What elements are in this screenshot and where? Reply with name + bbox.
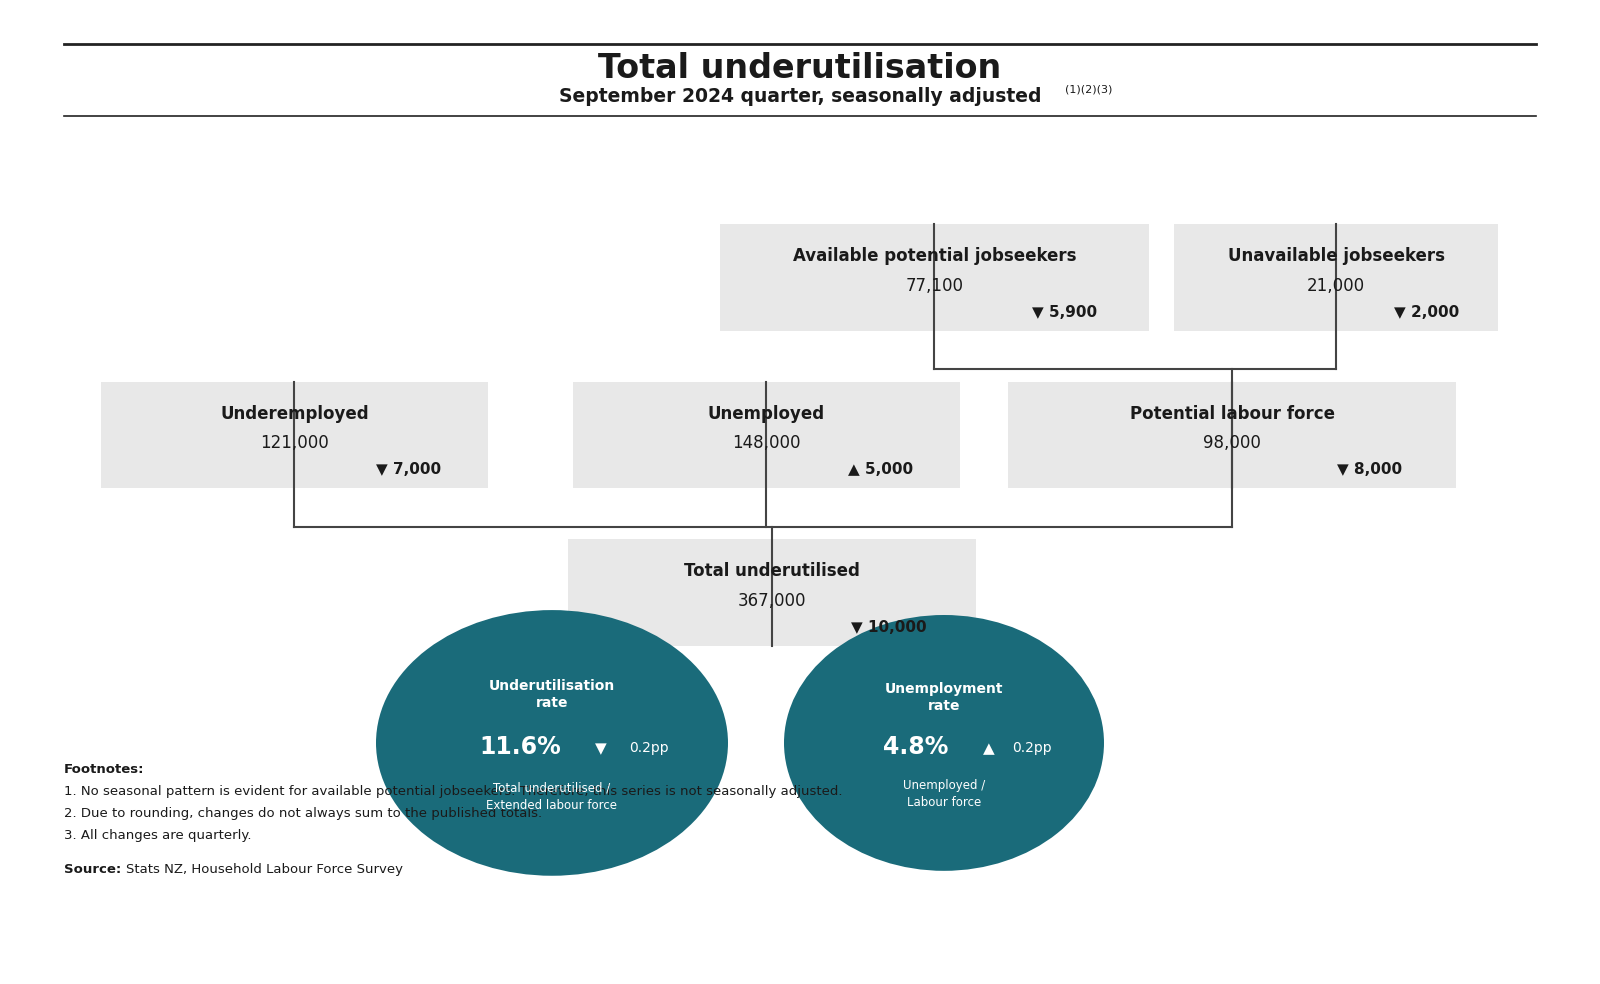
FancyBboxPatch shape (1174, 224, 1498, 331)
Text: 21,000: 21,000 (1307, 277, 1365, 295)
Text: 77,100: 77,100 (906, 277, 963, 295)
Text: 121,000: 121,000 (261, 434, 328, 453)
FancyBboxPatch shape (720, 224, 1149, 331)
Text: 98,000: 98,000 (1203, 434, 1261, 453)
Text: Unemployment
rate: Unemployment rate (885, 682, 1003, 712)
FancyBboxPatch shape (568, 539, 976, 646)
Text: ▼ 10,000: ▼ 10,000 (851, 620, 926, 635)
Text: ▼ 7,000: ▼ 7,000 (376, 462, 442, 477)
Text: 1. No seasonal pattern is evident for available potential jobseekers. Therefore,: 1. No seasonal pattern is evident for av… (64, 784, 843, 798)
Text: ▼ 8,000: ▼ 8,000 (1338, 462, 1402, 477)
Text: 2. Due to rounding, changes do not always sum to the published totals.: 2. Due to rounding, changes do not alway… (64, 807, 542, 820)
Text: Underemployed: Underemployed (221, 404, 368, 423)
Text: September 2024 quarter, seasonally adjusted: September 2024 quarter, seasonally adjus… (558, 87, 1042, 105)
Text: 3. All changes are quarterly.: 3. All changes are quarterly. (64, 829, 251, 841)
Text: Potential labour force: Potential labour force (1130, 404, 1334, 423)
Text: ▼ 2,000: ▼ 2,000 (1394, 305, 1459, 320)
FancyBboxPatch shape (1008, 382, 1456, 488)
Text: 11.6%: 11.6% (480, 735, 562, 759)
Text: Total underutilisation: Total underutilisation (598, 51, 1002, 85)
Text: Footnotes:: Footnotes: (64, 763, 144, 775)
Text: Available potential jobseekers: Available potential jobseekers (792, 247, 1077, 266)
Text: ▼ 5,900: ▼ 5,900 (1032, 305, 1098, 320)
FancyBboxPatch shape (101, 382, 488, 488)
Text: Unemployed: Unemployed (707, 404, 826, 423)
Text: Total underutilised /
Extended labour force: Total underutilised / Extended labour fo… (486, 782, 618, 812)
Text: 0.2pp: 0.2pp (1013, 741, 1051, 755)
Ellipse shape (784, 615, 1104, 871)
Text: 148,000: 148,000 (733, 434, 800, 453)
Text: Unavailable jobseekers: Unavailable jobseekers (1227, 247, 1445, 266)
Text: Stats NZ, Household Labour Force Survey: Stats NZ, Household Labour Force Survey (126, 863, 403, 876)
FancyBboxPatch shape (573, 382, 960, 488)
Text: 367,000: 367,000 (738, 591, 806, 610)
Text: ▲ 5,000: ▲ 5,000 (848, 462, 914, 477)
Text: 4.8%: 4.8% (883, 735, 947, 759)
Text: Source:: Source: (64, 863, 122, 876)
Text: 0.2pp: 0.2pp (629, 741, 669, 755)
Ellipse shape (376, 610, 728, 876)
Text: Underutilisation
rate: Underutilisation rate (490, 679, 614, 710)
Text: (1)(2)(3): (1)(2)(3) (1066, 85, 1112, 95)
Text: ▼: ▼ (595, 741, 606, 757)
Text: ▲: ▲ (982, 741, 995, 757)
Text: Unemployed /
Labour force: Unemployed / Labour force (902, 779, 986, 810)
Text: Total underutilised: Total underutilised (685, 562, 859, 581)
